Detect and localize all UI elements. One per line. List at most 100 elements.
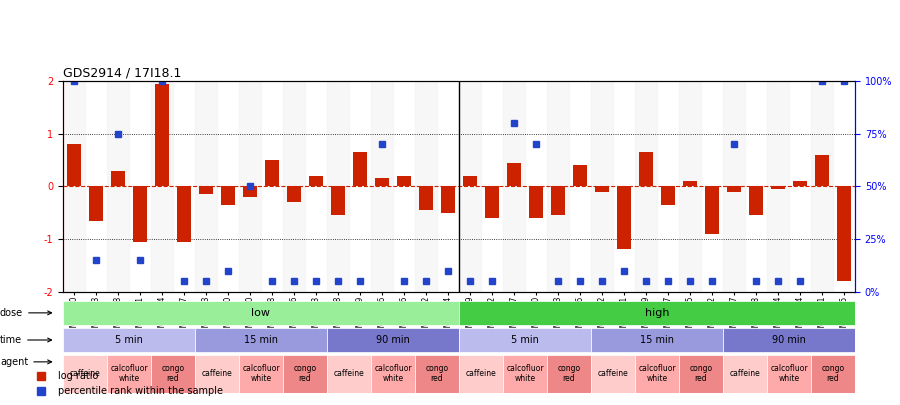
Bar	[617, 186, 631, 249]
Text: 90 min: 90 min	[376, 335, 410, 345]
Bar	[552, 186, 564, 215]
Bar	[107, 355, 151, 393]
Bar	[815, 155, 829, 186]
Bar	[811, 81, 833, 292]
Bar	[459, 355, 503, 393]
Bar	[331, 186, 345, 215]
Bar	[63, 81, 85, 292]
Bar	[327, 81, 349, 292]
Bar	[441, 186, 454, 213]
Text: agent: agent	[0, 357, 51, 367]
Bar	[591, 328, 723, 352]
Bar	[750, 186, 762, 215]
Text: 15 min: 15 min	[244, 335, 278, 345]
Bar	[771, 186, 785, 189]
Text: congo
red: congo red	[689, 364, 713, 384]
Bar	[283, 355, 327, 393]
Text: calcofluor
white: calcofluor white	[374, 364, 412, 384]
Bar	[547, 81, 569, 292]
Text: congo
red: congo red	[161, 364, 184, 384]
Bar	[151, 355, 195, 393]
Text: congo
red: congo red	[557, 364, 580, 384]
Bar	[723, 81, 745, 292]
Bar	[63, 355, 107, 393]
Bar	[485, 186, 499, 218]
Bar	[68, 144, 81, 186]
Bar	[221, 186, 235, 205]
Bar	[195, 328, 327, 352]
Bar	[415, 81, 437, 292]
Text: 90 min: 90 min	[772, 335, 806, 345]
Text: 5 min: 5 min	[511, 335, 539, 345]
Bar	[63, 301, 459, 325]
Bar	[195, 355, 239, 393]
Bar	[837, 186, 850, 281]
Bar	[243, 186, 256, 197]
Text: congo
red: congo red	[426, 364, 448, 384]
Bar	[635, 355, 679, 393]
Bar	[459, 301, 855, 325]
Text: 5 min: 5 min	[115, 335, 143, 345]
Text: congo
red: congo red	[293, 364, 317, 384]
Bar	[811, 355, 855, 393]
Bar	[727, 186, 741, 192]
Bar	[662, 186, 675, 205]
Bar	[239, 81, 261, 292]
Bar	[239, 355, 283, 393]
Text: calcofluor
white: calcofluor white	[638, 364, 676, 384]
Bar	[503, 81, 525, 292]
Text: caffeine: caffeine	[334, 369, 364, 378]
Bar	[310, 176, 322, 186]
Bar	[156, 84, 168, 186]
Bar	[195, 81, 217, 292]
Bar	[200, 186, 212, 194]
Text: GDS2914 / 17I18.1: GDS2914 / 17I18.1	[63, 67, 182, 80]
Bar	[327, 328, 459, 352]
Bar	[679, 355, 723, 393]
Bar	[177, 186, 191, 241]
Bar	[107, 81, 129, 292]
Bar	[415, 355, 459, 393]
Bar	[398, 176, 410, 186]
Bar	[723, 328, 855, 352]
Bar	[683, 181, 697, 186]
Bar	[459, 81, 481, 292]
Bar	[767, 81, 789, 292]
Bar	[591, 355, 635, 393]
Bar	[503, 355, 547, 393]
Bar	[287, 186, 301, 202]
Bar	[596, 186, 608, 192]
Bar	[419, 186, 433, 210]
Bar	[679, 81, 701, 292]
Bar	[573, 165, 587, 186]
Bar	[375, 178, 389, 186]
Text: calcofluor
white: calcofluor white	[110, 364, 148, 384]
Bar	[151, 81, 173, 292]
Bar	[371, 355, 415, 393]
Bar	[591, 81, 613, 292]
Text: caffeine: caffeine	[598, 369, 628, 378]
Bar	[354, 152, 366, 186]
Text: high: high	[644, 308, 670, 318]
Text: time: time	[0, 335, 51, 345]
Bar	[371, 81, 393, 292]
Bar	[327, 355, 371, 393]
Text: congo
red: congo red	[822, 364, 844, 384]
Bar	[266, 160, 279, 186]
Bar	[767, 355, 811, 393]
Bar	[133, 186, 147, 241]
Bar	[112, 171, 124, 186]
Text: dose: dose	[0, 308, 51, 318]
Bar	[464, 176, 477, 186]
Text: low: low	[251, 308, 271, 318]
Text: caffeine: caffeine	[69, 369, 101, 378]
Text: calcofluor
white: calcofluor white	[506, 364, 544, 384]
Bar	[89, 186, 103, 220]
Bar	[547, 355, 591, 393]
Bar	[794, 181, 806, 186]
Bar	[508, 163, 520, 186]
Bar	[283, 81, 305, 292]
Bar	[529, 186, 543, 218]
Text: calcofluor
white: calcofluor white	[242, 364, 280, 384]
Bar	[635, 81, 657, 292]
